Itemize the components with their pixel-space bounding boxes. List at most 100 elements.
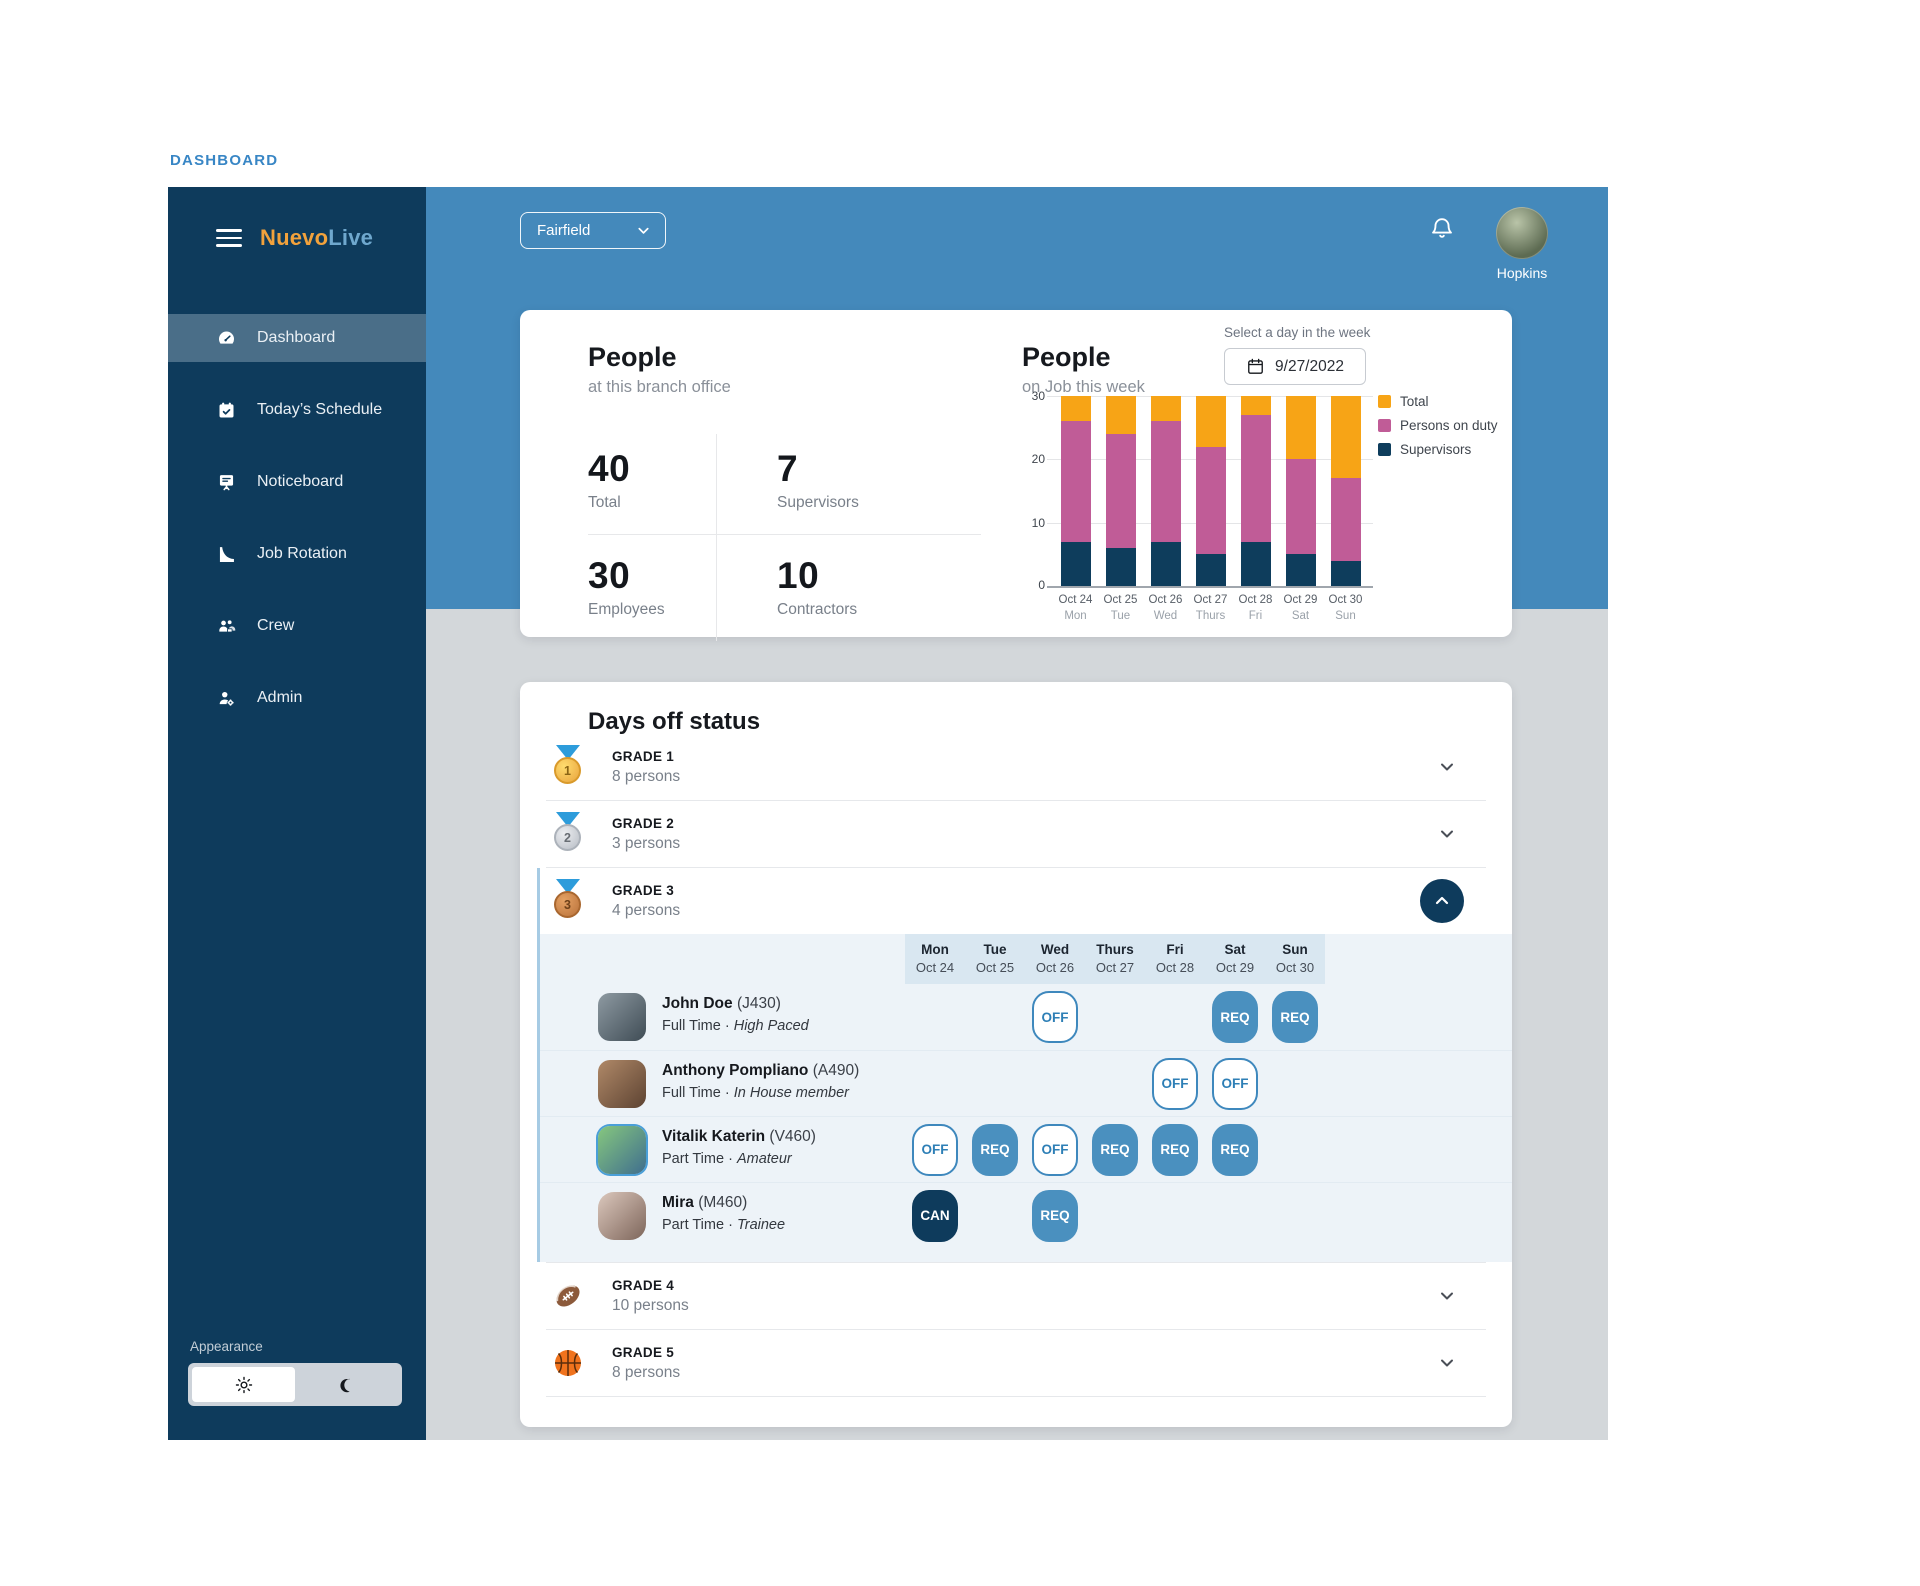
avatar — [598, 1192, 646, 1240]
sidebar-item-label: Admin — [257, 689, 303, 706]
notification-bell-icon[interactable] — [1428, 214, 1456, 244]
dayoff-badge[interactable]: REQ — [1032, 1189, 1078, 1242]
branch-select[interactable]: Fairfield — [520, 212, 666, 249]
dashboard-icon — [218, 331, 235, 344]
dayoff-badge[interactable]: OFF — [1032, 991, 1078, 1043]
chevron-down-icon[interactable] — [1438, 825, 1456, 843]
avatar — [598, 993, 646, 1041]
menu-icon[interactable] — [216, 229, 242, 247]
day-cell: OFF — [1025, 991, 1085, 1043]
appearance-label: Appearance — [190, 1339, 263, 1354]
sidebar: NuevoLive Dashboard Today’s Schedule Not… — [168, 187, 426, 1440]
day-cell: REQ — [965, 1123, 1025, 1176]
chevron-down-icon[interactable] — [1438, 758, 1456, 776]
week-header: Mon Oct 24 Tue Oct 25 Wed Oct 26 Thurs Oct 2… — [905, 934, 1325, 984]
dayoff-badge[interactable]: REQ — [1272, 991, 1318, 1043]
legend-swatch — [1378, 419, 1391, 432]
divider — [546, 867, 1486, 868]
week-header-col: Sat Oct 29 — [1215, 942, 1255, 975]
week-header-col: Thurs Oct 27 — [1095, 942, 1135, 975]
admin-icon — [219, 691, 234, 706]
day-cells: OFF REQ REQ — [905, 984, 1325, 1050]
chevron-down-icon[interactable] — [1438, 1354, 1456, 1372]
avatar — [598, 1060, 646, 1108]
x-tick: Oct 30 Sun — [1328, 594, 1363, 622]
page-title: DASHBOARD — [170, 152, 279, 169]
stat-supervisors: 7 Supervisors — [716, 434, 981, 535]
football-icon — [556, 1285, 580, 1307]
y-tick: 20 — [1031, 452, 1045, 466]
y-tick: 0 — [1038, 578, 1045, 592]
chevron-down-icon[interactable] — [1438, 1287, 1456, 1305]
user-menu[interactable]: Hopkins — [1482, 207, 1562, 281]
sidebar-item-label: Crew — [257, 617, 295, 634]
bar-column: Oct 26 Wed — [1143, 396, 1188, 622]
dayoff-badge[interactable]: REQ — [1212, 1123, 1258, 1176]
people-card-subtitle: at this branch office — [588, 378, 731, 396]
sidebar-item-job-rotation[interactable]: Job Rotation — [168, 530, 426, 578]
logo-secondary: Live — [328, 225, 374, 250]
day-cells: OFF OFF — [905, 1051, 1325, 1116]
bar-column: Oct 28 Fri — [1233, 396, 1278, 622]
sidebar-item-crew[interactable]: Crew — [168, 602, 426, 650]
date-picker[interactable]: 9/27/2022 — [1224, 348, 1366, 385]
week-header-col: Sun Oct 30 — [1275, 942, 1315, 975]
dayoff-badge[interactable]: REQ — [1152, 1123, 1198, 1176]
dayoff-badge[interactable]: OFF — [1032, 1123, 1078, 1176]
legend-label: Supervisors — [1400, 442, 1472, 457]
crew-icon — [219, 619, 236, 633]
dayoff-badge[interactable]: REQ — [1092, 1123, 1138, 1176]
theme-toggle — [188, 1363, 402, 1406]
sidebar-nav: Dashboard Today’s Schedule Noticeboard J… — [168, 314, 426, 722]
sidebar-item-noticeboard[interactable]: Noticeboard — [168, 458, 426, 506]
bar-column: Oct 25 Tue — [1098, 396, 1143, 622]
day-cell: REQ — [1025, 1189, 1085, 1242]
day-cell: OFF — [1205, 1057, 1265, 1110]
logo-primary: Nuevo — [260, 225, 329, 250]
x-tick: Oct 29 Sat — [1283, 594, 1318, 622]
people-card-title: People — [588, 342, 677, 372]
bar-column: Oct 30 Sun — [1323, 396, 1368, 622]
stat-employees: 30 Employees — [588, 555, 665, 618]
divider — [546, 800, 1486, 801]
sidebar-item-admin[interactable]: Admin — [168, 674, 426, 722]
day-picker-label: Select a day in the week — [1224, 325, 1371, 340]
x-tick: Oct 24 Mon — [1058, 594, 1093, 622]
week-header-col: Fri Oct 28 — [1155, 942, 1195, 975]
dayoff-badge[interactable]: CAN — [912, 1189, 958, 1242]
collapse-button[interactable] — [1420, 879, 1464, 923]
dayoff-badge[interactable]: OFF — [912, 1123, 958, 1176]
branch-select-value: Fairfield — [537, 222, 591, 239]
user-avatar[interactable] — [1496, 207, 1548, 259]
moon-icon — [339, 1378, 350, 1392]
sidebar-item-label: Today’s Schedule — [257, 401, 383, 418]
day-cell: REQ — [1205, 1123, 1265, 1176]
sidebar-item-label: Job Rotation — [257, 545, 347, 562]
day-cell: REQ — [1145, 1123, 1205, 1176]
dayoff-badge[interactable]: OFF — [1152, 1057, 1198, 1110]
days-off-title: Days off status — [588, 708, 761, 735]
table-row: Mira (M460) Part Time · Trainee CAN REQ — [540, 1182, 1512, 1248]
sidebar-item-dashboard[interactable]: Dashboard — [168, 314, 426, 362]
bronze-medal-icon: 3 — [550, 879, 586, 923]
table-row: Vitalik Katerin (V460) Part Time · Amate… — [540, 1116, 1512, 1182]
silver-medal-icon: 2 — [550, 812, 586, 856]
dayoff-badge[interactable]: REQ — [1212, 991, 1258, 1043]
divider — [546, 1396, 1486, 1397]
dayoff-badge[interactable]: OFF — [1212, 1057, 1258, 1110]
grade-4-row[interactable]: GRADE 4 10 persons — [520, 1263, 1512, 1329]
day-cell: OFF — [905, 1123, 965, 1176]
x-tick: Oct 25 Tue — [1103, 594, 1138, 622]
noticeboard-icon — [219, 474, 234, 490]
dark-mode-button[interactable] — [295, 1367, 398, 1402]
sidebar-item-todays-schedule[interactable]: Today’s Schedule — [168, 386, 426, 434]
user-name: Hopkins — [1496, 265, 1548, 281]
dayoff-badge[interactable]: REQ — [972, 1123, 1018, 1176]
appearance-section: Appearance — [188, 1339, 402, 1406]
light-mode-button[interactable] — [192, 1367, 295, 1402]
